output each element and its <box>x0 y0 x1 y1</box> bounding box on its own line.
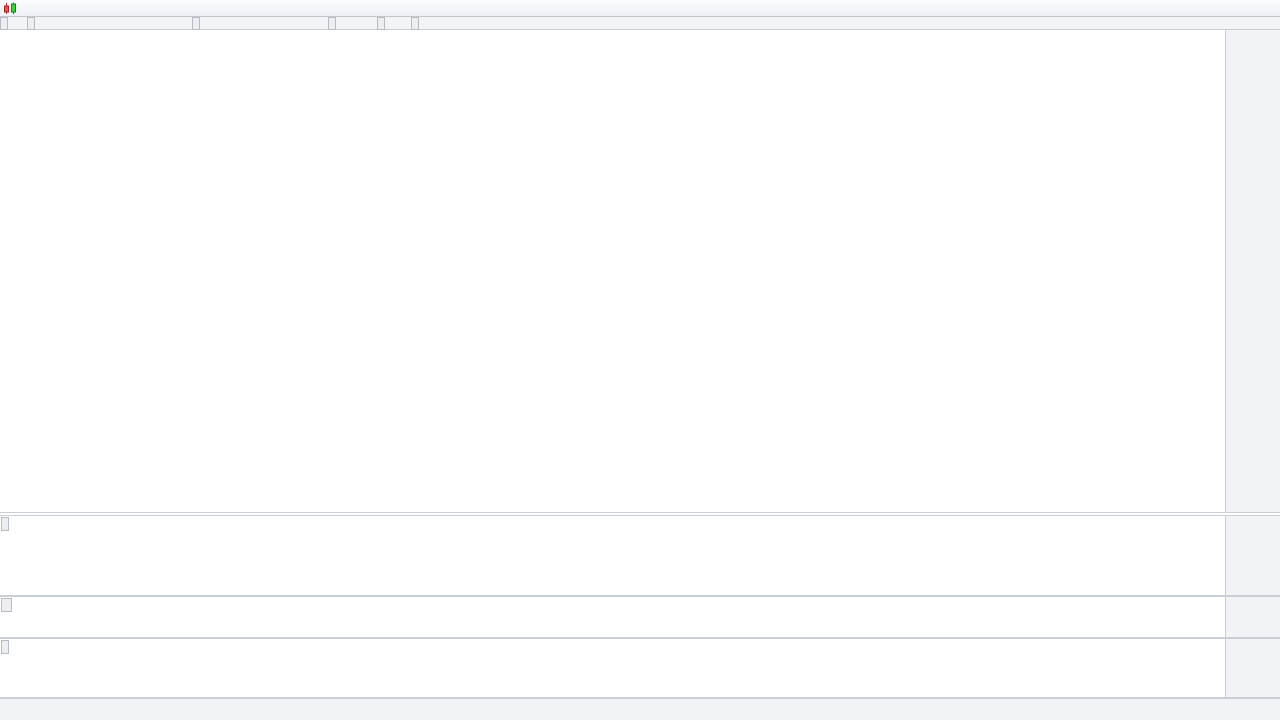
stochastic-plot-area[interactable] <box>0 597 1225 637</box>
price-pane[interactable] <box>0 30 1280 513</box>
rsi-chart-svg <box>0 516 1225 595</box>
rsi-pane[interactable] <box>0 515 1280 596</box>
macd-pane[interactable] <box>0 638 1280 698</box>
legend-bar <box>0 17 1280 30</box>
stochastic-axis-right[interactable] <box>1225 597 1280 637</box>
legend-boll-milieu[interactable] <box>411 17 419 30</box>
stochastic-label[interactable] <box>1 598 12 612</box>
price-axis-right[interactable] <box>1225 30 1280 512</box>
price-chart-svg <box>0 30 1225 512</box>
rsi-axis-right[interactable] <box>1225 516 1280 595</box>
title-bar <box>0 0 1280 17</box>
stochastic-chart-svg <box>0 597 1225 637</box>
rsi-label[interactable] <box>1 517 9 531</box>
macd-label[interactable] <box>1 640 9 654</box>
legend-ema-20[interactable] <box>27 17 35 30</box>
date-axis[interactable] <box>0 698 1280 720</box>
legend-boll-inf[interactable] <box>377 17 385 30</box>
stochastic-pane[interactable] <box>0 596 1280 638</box>
rsi-plot-area[interactable] <box>0 516 1225 595</box>
macd-plot-area[interactable] <box>0 639 1225 697</box>
candlestick-icon <box>4 2 16 14</box>
price-plot-area[interactable] <box>0 30 1225 512</box>
legend-boll-sup[interactable] <box>328 17 336 30</box>
legend-price[interactable] <box>0 17 8 30</box>
legend-sma-50[interactable] <box>192 17 200 30</box>
macd-chart-svg <box>0 639 1225 697</box>
macd-axis-right[interactable] <box>1225 639 1280 697</box>
